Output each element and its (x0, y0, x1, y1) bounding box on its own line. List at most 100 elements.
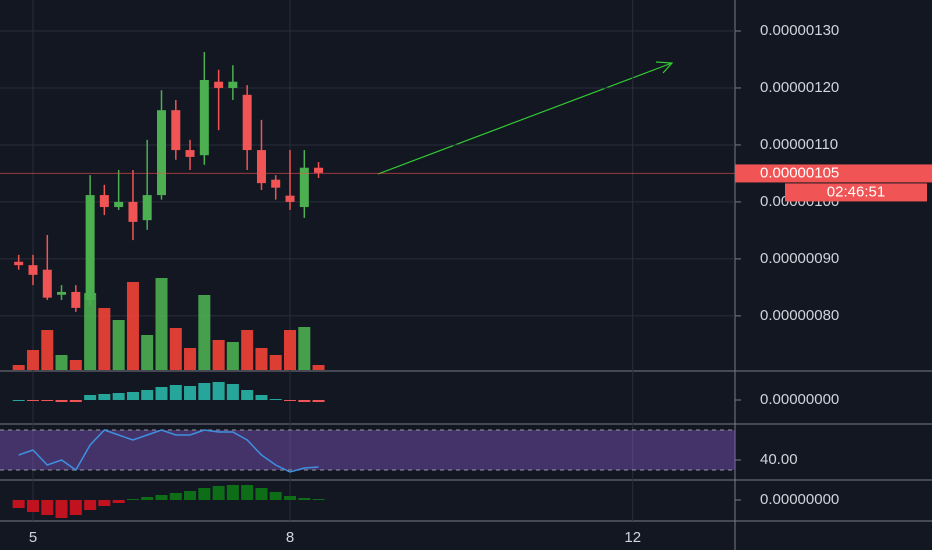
volume-bar (55, 355, 68, 370)
candle-body (299, 167, 309, 208)
volume-bar (84, 293, 97, 370)
candle-body (271, 179, 281, 188)
candle-body (142, 195, 152, 221)
volume-bar (155, 278, 168, 370)
last-price-box (735, 164, 932, 183)
histogram-bar (255, 395, 268, 400)
histogram-bar (241, 485, 254, 500)
candle-body (71, 291, 81, 308)
volume-bar (212, 340, 225, 370)
histogram-bar (184, 386, 197, 400)
candle-body (28, 265, 38, 275)
volume-bar (141, 335, 154, 370)
histogram-bar (312, 499, 325, 500)
last-price-label: 0.00000105 (760, 164, 839, 181)
histogram-bar (126, 392, 139, 400)
histogram-bar (55, 400, 68, 402)
volume-bar (26, 350, 39, 370)
volume-bar (169, 328, 182, 370)
volume-bar (69, 360, 82, 370)
histogram-bar (226, 384, 239, 400)
trend-arrow (377, 62, 673, 175)
histogram-bar (126, 499, 139, 500)
y-tick-label: 0.00000080 (760, 307, 839, 324)
volume-bar (112, 320, 125, 370)
volume-bar (198, 295, 211, 370)
histogram-bar (284, 400, 297, 401)
histogram-bar (98, 394, 111, 400)
y-tick-label: 0.00000120 (760, 79, 839, 96)
histogram-bar (198, 383, 211, 400)
histogram-bar (84, 395, 97, 400)
candle-body (42, 269, 52, 298)
band-fill (0, 430, 735, 470)
candle-body (242, 94, 252, 151)
volume-bar (41, 330, 54, 370)
volume-bar (226, 342, 239, 370)
candle-body (85, 195, 95, 300)
y-tick-label: 0.00000000 (760, 391, 839, 408)
x-tick-label: 8 (286, 529, 294, 546)
y-tick-label: 40.00 (760, 451, 798, 468)
histogram-bar (169, 385, 182, 400)
candle-body (171, 110, 181, 151)
volume-bar (184, 348, 197, 370)
volume-bar (269, 355, 282, 370)
candle-body (285, 195, 295, 202)
candle-body (114, 201, 124, 208)
histogram-bar (241, 390, 254, 400)
rsi-line (18, 429, 319, 473)
y-tick-label: 0.00000110 (760, 136, 838, 153)
candle-body (14, 261, 24, 266)
candle-body (314, 167, 324, 173)
volume-bar (241, 330, 254, 370)
histogram-bar (155, 495, 168, 500)
x-tick-label: 12 (624, 529, 641, 546)
histogram-bar (212, 486, 225, 500)
arrow-head (655, 61, 674, 74)
candle-body (99, 195, 109, 208)
histogram-bar (41, 500, 54, 515)
candle-body (199, 79, 209, 156)
histogram-bar (155, 387, 168, 400)
candle-body (156, 110, 166, 196)
y-tick-label: 0.00000000 (760, 491, 839, 508)
volume-bar (255, 348, 268, 370)
x-tick-label: 5 (29, 529, 37, 546)
histogram-bar (269, 492, 282, 500)
volume-bar (126, 282, 139, 370)
histogram-bar (84, 500, 97, 510)
volume-bar (98, 308, 111, 370)
candle-body (57, 291, 67, 295)
candle-body (214, 81, 224, 88)
candle-body (256, 150, 266, 184)
histogram-bar (198, 488, 211, 500)
histogram-bar (112, 500, 125, 503)
histogram-bar (284, 496, 297, 500)
y-tick-label: 0.00000130 (760, 22, 839, 39)
countdown-box (785, 183, 927, 202)
histogram-bar (112, 393, 125, 400)
histogram-bar (298, 400, 311, 402)
histogram-bar (12, 400, 25, 401)
volume-bar (12, 365, 25, 370)
histogram-bar (69, 400, 82, 402)
histogram-bar (212, 382, 225, 400)
histogram-bar (55, 500, 68, 518)
candle-body (185, 150, 195, 157)
histogram-bar (298, 498, 311, 500)
volume-bar (298, 327, 311, 370)
volume-bar (312, 365, 325, 370)
histogram-bar (312, 400, 325, 402)
histogram-bar (184, 491, 197, 500)
histogram-bar (26, 500, 39, 512)
histogram-bar (69, 500, 82, 515)
histogram-bar (255, 488, 268, 500)
histogram-bar (141, 497, 154, 500)
histogram-bar (226, 485, 239, 500)
y-tick-label: 0.00000090 (760, 250, 839, 267)
histogram-bar (269, 399, 282, 400)
histogram-bar (12, 500, 25, 508)
